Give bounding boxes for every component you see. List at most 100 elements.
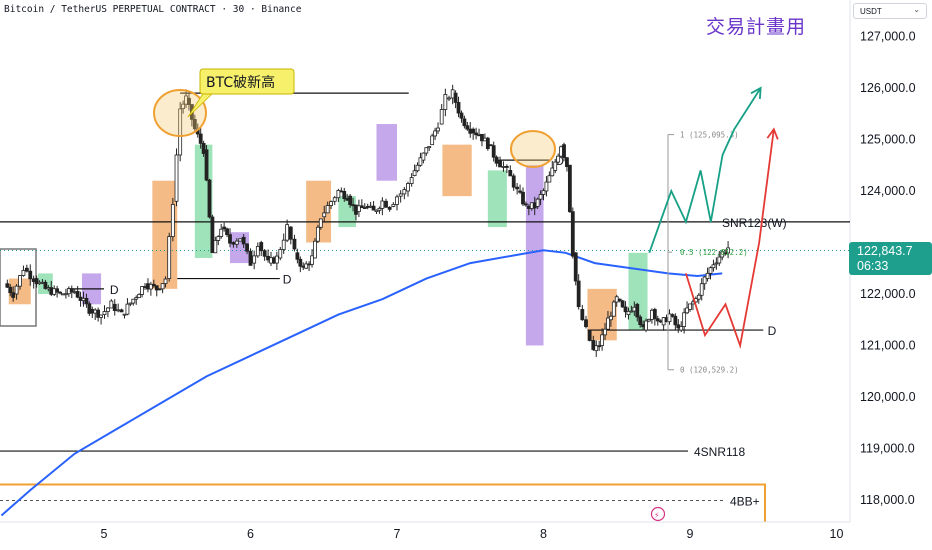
candle-body: [84, 297, 89, 305]
zone-green: [487, 170, 507, 228]
candle-body: [436, 127, 440, 132]
candles-layer: [5, 84, 730, 357]
price-tick-label: 125,000.0: [860, 133, 916, 147]
symbol-header[interactable]: Bitcoin / TetherUS PERPETUAL CONTRACT · …: [4, 4, 302, 15]
candle-body: [597, 345, 602, 348]
candle-body: [174, 154, 179, 202]
candle-body: [433, 130, 437, 137]
candle-body: [638, 316, 643, 325]
candle-body: [228, 234, 232, 244]
candle-body: [511, 175, 516, 188]
candle-body: [547, 175, 552, 183]
candle-body: [705, 272, 710, 279]
candle-body: [699, 283, 704, 296]
range-box: [0, 248, 37, 327]
candle-body: [556, 155, 561, 163]
candle-body: [219, 228, 224, 237]
candle-body: [259, 242, 264, 252]
bb-zone-outline: [0, 483, 766, 522]
candle-body: [357, 205, 361, 213]
candle-body: [216, 236, 221, 241]
candle-body: [439, 109, 444, 125]
candle-body: [387, 206, 392, 210]
candle-body: [295, 252, 300, 260]
moving-average-layer: [0, 249, 723, 517]
candle-body: [252, 255, 257, 264]
candle-body: [248, 250, 253, 266]
price-axis: 118,000.0 119,000.0 120,000.0 121,000.0 122,…: [860, 30, 916, 508]
price-tick-label: 121,000.0: [860, 339, 916, 353]
fib-label: 1 (125,095.3): [680, 131, 739, 140]
candle-body: [21, 270, 26, 276]
candle-body: [617, 298, 622, 302]
lightning-icon: ⚡: [654, 511, 660, 520]
candle-body: [75, 291, 80, 298]
fib-label: 0.5 (122,812.2): [680, 248, 748, 257]
candle-body: [255, 245, 260, 257]
candle-body: [629, 310, 634, 313]
callout-box: [199, 68, 295, 95]
candle-body: [342, 190, 347, 199]
candle-body: [635, 303, 640, 318]
candle-body: [160, 283, 165, 290]
candle-body: [430, 135, 435, 146]
candle-body: [274, 255, 279, 264]
candle-body: [573, 252, 578, 282]
candle-body: [587, 329, 592, 341]
alert-icon[interactable]: [650, 506, 666, 522]
candle-body: [708, 267, 713, 274]
time-tick-label: 8: [540, 527, 547, 541]
candle-body: [544, 181, 549, 192]
candle-body: [620, 300, 625, 308]
candle-body: [163, 278, 168, 284]
candle-body: [116, 309, 121, 312]
candle-body: [313, 240, 317, 259]
candle-body: [611, 301, 616, 317]
candle-body: [5, 283, 10, 288]
currency-selector[interactable]: USDT ⌄: [853, 3, 927, 19]
candle-body: [524, 203, 528, 206]
candle-body: [488, 144, 493, 147]
candle-body: [576, 280, 581, 308]
candle-body: [421, 152, 426, 161]
zone-purple: [376, 124, 397, 181]
candle-body: [567, 164, 572, 213]
candle-body: [714, 262, 719, 265]
candle-body: [318, 218, 323, 228]
candle-body: [726, 247, 730, 254]
candle-body: [213, 240, 218, 254]
price-tick-label: 118,000.0: [860, 493, 915, 507]
candle-body: [128, 302, 133, 305]
candle-body: [594, 345, 599, 352]
candle-body: [231, 242, 236, 245]
price-tick-label: 122,000.0: [860, 287, 916, 301]
candle-body: [427, 146, 432, 149]
candle-body: [210, 216, 215, 253]
candle-body: [720, 251, 725, 258]
candle-body: [187, 97, 191, 105]
candle-body: [608, 315, 613, 321]
candle-body: [521, 191, 525, 205]
candle-body: [696, 294, 701, 300]
candle-body: [562, 144, 566, 159]
candle-body: [11, 292, 16, 298]
candle-body: [362, 207, 367, 209]
candle-body: [471, 128, 476, 134]
candle-body: [374, 209, 379, 212]
candle-body: [711, 264, 716, 269]
candle-body: [491, 145, 496, 158]
candle-body: [204, 149, 209, 181]
candle-body: [157, 288, 162, 291]
price-tick-label: 127,000.0: [860, 30, 916, 44]
candle-body: [685, 307, 689, 314]
candle-body: [380, 200, 385, 209]
level-label-bb: 4BB+: [730, 495, 760, 509]
price-tick-label: 126,000.0: [860, 81, 916, 95]
zone-purple: [525, 165, 544, 346]
candle-body: [652, 309, 657, 320]
candle-body: [465, 125, 470, 130]
candle-body: [151, 283, 156, 287]
candle-body: [550, 167, 555, 177]
candle-body: [406, 183, 410, 192]
